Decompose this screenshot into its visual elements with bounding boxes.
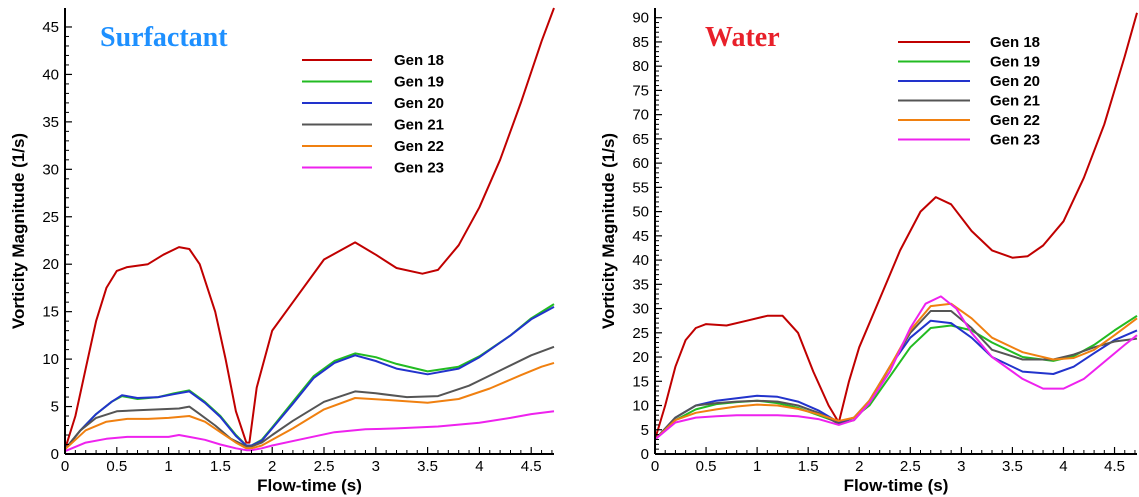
y-axis-title: Vorticity Magnitude (1/s) (9, 133, 28, 329)
y-tick-label: 35 (632, 276, 649, 293)
legend-label: Gen 21 (990, 93, 1040, 110)
y-tick-label: 65 (632, 131, 649, 148)
y-tick-label: 50 (632, 204, 649, 221)
x-tick-label: 3.5 (417, 458, 438, 475)
y-tick-label: 45 (42, 19, 59, 36)
x-tick-label: 2.5 (900, 458, 921, 475)
y-tick-label: 20 (42, 256, 59, 273)
series-line-gen-21 (654, 310, 1138, 441)
legend-label: Gen 22 (990, 112, 1040, 129)
series-line-gen-20 (64, 306, 555, 450)
legend-label: Gen 22 (394, 138, 444, 155)
y-axis-title: Vorticity Magnitude (1/s) (599, 133, 618, 329)
series-line-gen-20 (654, 319, 1138, 441)
x-tick-label: 2.5 (314, 458, 335, 475)
x-tick-label: 4.5 (1104, 458, 1125, 475)
y-tick-label: 0 (641, 446, 649, 463)
y-tick-label: 85 (632, 34, 649, 51)
legend-label: Gen 23 (990, 132, 1040, 149)
legend-label: Gen 21 (394, 117, 444, 134)
y-tick-label: 5 (641, 422, 649, 439)
x-axis-title: Flow-time (s) (844, 476, 949, 495)
y-tick-label: 35 (42, 114, 59, 131)
y-tick-label: 25 (632, 325, 649, 342)
legend-label: Gen 19 (990, 54, 1040, 71)
series-line-gen-23 (64, 410, 555, 453)
x-tick-label: 2 (855, 458, 863, 475)
x-tick-label: 3 (957, 458, 965, 475)
x-tick-label: 1 (164, 458, 172, 475)
x-tick-label: 0 (651, 458, 659, 475)
y-tick-label: 10 (42, 351, 59, 368)
y-tick-label: 45 (632, 228, 649, 245)
series-line-gen-18 (654, 12, 1138, 440)
legend-label: Gen 18 (990, 34, 1040, 51)
x-tick-label: 3.5 (1002, 458, 1023, 475)
series-line-gen-21 (64, 345, 555, 450)
y-tick-label: 55 (632, 179, 649, 196)
y-tick-label: 15 (42, 304, 59, 321)
y-tick-label: 30 (42, 161, 59, 178)
legend-label: Gen 20 (394, 95, 444, 112)
x-tick-label: 0 (61, 458, 69, 475)
series-line-gen-22 (654, 302, 1138, 441)
x-tick-label: 4.5 (521, 458, 542, 475)
legend-label: Gen 19 (394, 74, 444, 91)
surfactant-chart: 0 0.5 1 1.5 2 2.5 3 3.5 4 4.5 0 5 10 15 20 25 30 35 40 45 Fl… (9, 7, 555, 495)
y-tick-label: 40 (632, 252, 649, 269)
x-tick-label: 3 (372, 458, 380, 475)
chart-title: Surfactant (100, 22, 228, 53)
legend-label: Gen 23 (394, 160, 444, 177)
y-tick-label: 75 (632, 82, 649, 99)
x-tick-label: 1.5 (798, 458, 819, 475)
x-tick-label: 4 (1059, 458, 1067, 475)
legend-label: Gen 18 (394, 52, 444, 69)
x-tick-label: 0.5 (696, 458, 717, 475)
y-tick-label: 0 (51, 446, 59, 463)
x-tick-label: 1 (753, 458, 761, 475)
x-axis-title: Flow-time (s) (257, 476, 362, 495)
series-line-gen-19 (654, 314, 1138, 441)
y-tick-label: 70 (632, 107, 649, 124)
x-tick-label: 4 (475, 458, 483, 475)
y-tick-label: 90 (632, 10, 649, 27)
chart-title: Water (705, 22, 780, 53)
y-tick-label: 10 (632, 398, 649, 415)
y-tick-label: 15 (632, 373, 649, 390)
y-tick-label: 40 (42, 66, 59, 83)
y-tick-label: 5 (51, 399, 59, 416)
water-chart: 0 0.5 1 1.5 2 2.5 3 3.5 4 4.5 0 5 10 15 20 25 30 35 40 45 50… (599, 8, 1138, 495)
y-tick-label: 20 (632, 349, 649, 366)
x-tick-label: 1.5 (210, 458, 231, 475)
series-line-gen-18 (64, 7, 555, 450)
legend-label: Gen 20 (990, 73, 1040, 90)
y-tick-label: 80 (632, 58, 649, 75)
series-line-gen-19 (64, 303, 555, 450)
x-tick-label: 0.5 (106, 458, 127, 475)
y-tick-label: 30 (632, 301, 649, 318)
y-tick-label: 25 (42, 209, 59, 226)
series-line-gen-23 (654, 295, 1138, 441)
series-line-gen-22 (64, 361, 555, 451)
y-tick-label: 60 (632, 155, 649, 172)
x-tick-label: 2 (268, 458, 276, 475)
